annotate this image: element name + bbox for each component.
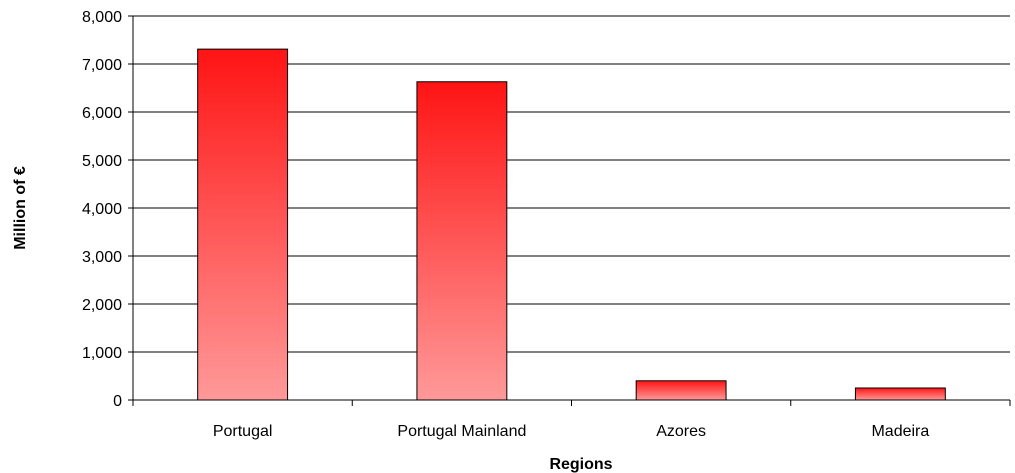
x-axis-title: Regions — [549, 456, 612, 473]
bars — [197, 48, 946, 401]
bar-portugal — [197, 48, 289, 401]
y-tick-label: 7,000 — [82, 57, 122, 74]
bar-azores — [635, 380, 727, 401]
y-tick-label: 2,000 — [82, 297, 122, 314]
axes — [128, 15, 1011, 406]
x-tick-label: Portugal Mainland — [397, 423, 526, 440]
y-tick-label: 1,000 — [82, 345, 122, 362]
y-axis-title: Million of € — [12, 166, 29, 250]
x-tick-label: Portugal — [213, 423, 273, 440]
bar-portugal-mainland — [416, 81, 508, 401]
y-tick-label: 8,000 — [82, 9, 122, 26]
y-tick-label: 5,000 — [82, 153, 122, 170]
x-tick-label: Madeira — [871, 423, 929, 440]
y-tick-label: 6,000 — [82, 105, 122, 122]
x-tick-labels: Portugal Portugal Mainland Azores Madeira — [213, 423, 930, 440]
y-tick-label: 3,000 — [82, 249, 122, 266]
x-tick-label: Azores — [656, 423, 706, 440]
y-tick-label: 4,000 — [82, 201, 122, 218]
y-tick-label: 0 — [113, 393, 122, 410]
bar-madeira — [854, 387, 946, 401]
y-tick-labels: 0 1,000 2,000 3,000 4,000 5,000 6,000 7,000 8,00… — [82, 9, 122, 410]
